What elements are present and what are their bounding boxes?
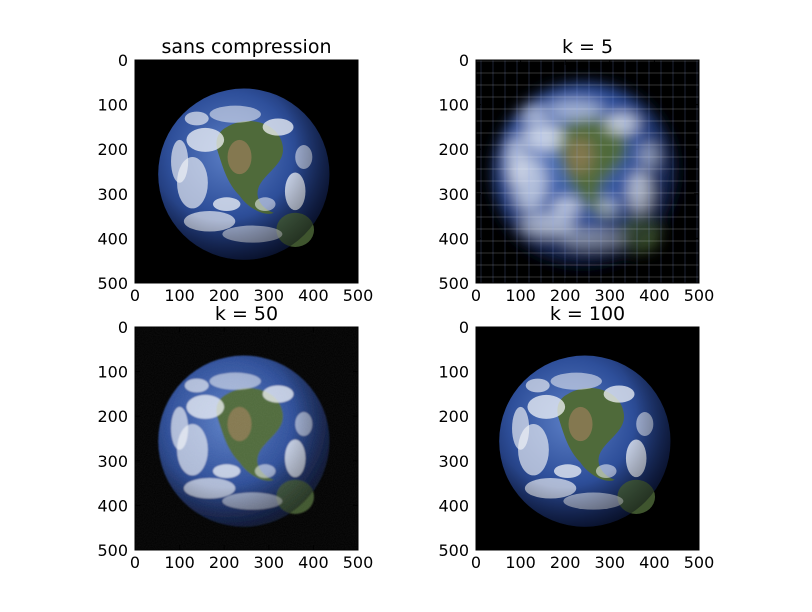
y-tick-label: 0 <box>118 318 128 337</box>
y-tick-label: 0 <box>459 318 469 337</box>
x-tick-label: 200 <box>550 286 581 305</box>
earth-image <box>499 355 671 527</box>
y-tick-label: 400 <box>97 496 128 515</box>
x-tick-label: 500 <box>343 553 374 572</box>
y-tick-label: 100 <box>97 96 128 115</box>
y-tick-label: 400 <box>97 229 128 248</box>
y-tick-label: 100 <box>438 96 469 115</box>
earth-image <box>476 60 699 283</box>
y-tick-label: 0 <box>459 51 469 70</box>
y-tick-label: 500 <box>97 541 128 560</box>
x-tick-label: 100 <box>164 286 195 305</box>
y-tick-label: 300 <box>438 185 469 204</box>
y-tick-label: 300 <box>438 452 469 471</box>
x-tick-label: 200 <box>550 553 581 572</box>
y-tick-label: 0 <box>118 51 128 70</box>
x-tick-label: 400 <box>639 286 670 305</box>
x-tick-label: 100 <box>505 553 536 572</box>
x-tick-label: 0 <box>471 553 481 572</box>
earth-image <box>135 327 358 550</box>
y-tick-label: 100 <box>97 363 128 382</box>
x-tick-label: 200 <box>209 553 240 572</box>
y-tick-label: 100 <box>438 363 469 382</box>
y-tick-label: 500 <box>438 541 469 560</box>
y-tick-label: 500 <box>97 274 128 293</box>
y-tick-label: 300 <box>97 452 128 471</box>
axes-frame <box>134 326 359 551</box>
x-tick-label: 0 <box>130 286 140 305</box>
x-tick-label: 400 <box>298 286 329 305</box>
earth-image <box>158 88 330 260</box>
y-tick-label: 400 <box>438 496 469 515</box>
axes-frame <box>134 59 359 284</box>
x-tick-label: 100 <box>505 286 536 305</box>
x-tick-label: 300 <box>254 553 285 572</box>
compression-noise <box>135 327 358 550</box>
x-tick-label: 500 <box>343 286 374 305</box>
y-tick-label: 500 <box>438 274 469 293</box>
y-tick-label: 400 <box>438 229 469 248</box>
y-tick-label: 200 <box>97 407 128 426</box>
x-tick-label: 400 <box>639 553 670 572</box>
x-tick-label: 200 <box>209 286 240 305</box>
axes-frame <box>475 326 700 551</box>
y-tick-label: 200 <box>97 140 128 159</box>
x-tick-label: 0 <box>471 286 481 305</box>
x-tick-label: 100 <box>164 553 195 572</box>
compression-artifacts <box>476 60 699 283</box>
x-tick-label: 300 <box>595 553 626 572</box>
subplot-title: k = 5 <box>562 36 613 58</box>
earth-shading <box>158 88 330 260</box>
x-tick-label: 300 <box>254 286 285 305</box>
y-tick-label: 200 <box>438 140 469 159</box>
subplot-title: k = 100 <box>550 303 625 325</box>
x-tick-label: 500 <box>684 286 715 305</box>
axes-frame <box>475 59 700 284</box>
subplot-title: sans compression <box>162 36 332 58</box>
subplot-title: k = 50 <box>215 303 278 325</box>
earth-shading <box>499 355 671 527</box>
y-tick-label: 300 <box>97 185 128 204</box>
x-tick-label: 400 <box>298 553 329 572</box>
x-tick-label: 0 <box>130 553 140 572</box>
y-tick-label: 200 <box>438 407 469 426</box>
x-tick-label: 500 <box>684 553 715 572</box>
x-tick-label: 300 <box>595 286 626 305</box>
